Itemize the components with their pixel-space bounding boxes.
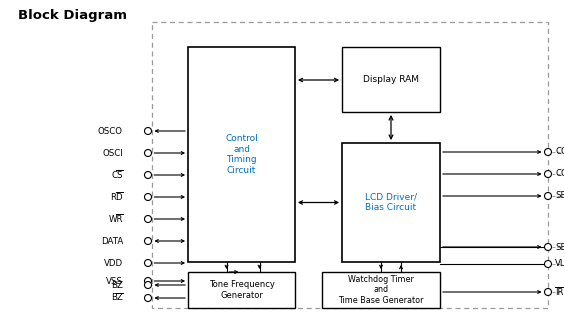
Circle shape xyxy=(544,149,552,155)
Text: BZ: BZ xyxy=(111,280,123,290)
Bar xyxy=(188,272,295,308)
Text: Display RAM: Display RAM xyxy=(363,75,419,84)
Text: VSS: VSS xyxy=(106,277,123,285)
Bar xyxy=(152,22,548,308)
Text: RD: RD xyxy=(111,193,123,201)
Circle shape xyxy=(144,295,152,301)
Text: BZ: BZ xyxy=(111,294,123,302)
Text: VLCD: VLCD xyxy=(555,259,564,269)
Circle shape xyxy=(144,150,152,156)
Text: IRQ: IRQ xyxy=(555,288,564,297)
Text: CS: CS xyxy=(112,171,123,179)
Text: WR: WR xyxy=(108,215,123,223)
Circle shape xyxy=(544,243,552,251)
Circle shape xyxy=(144,237,152,244)
Circle shape xyxy=(544,171,552,177)
Circle shape xyxy=(544,193,552,199)
Circle shape xyxy=(544,289,552,296)
Text: LCD Driver/
Bias Circuit: LCD Driver/ Bias Circuit xyxy=(365,193,417,212)
Circle shape xyxy=(144,281,152,289)
Text: VDD: VDD xyxy=(104,258,123,268)
Text: Control
and
Timing
Circuit: Control and Timing Circuit xyxy=(225,134,258,174)
Circle shape xyxy=(144,259,152,266)
Circle shape xyxy=(144,277,152,284)
Circle shape xyxy=(544,260,552,268)
Text: SEG0: SEG0 xyxy=(555,192,564,200)
Text: OSCO: OSCO xyxy=(98,127,123,135)
Text: OSCI: OSCI xyxy=(102,149,123,157)
Text: COM3: COM3 xyxy=(555,170,564,178)
Circle shape xyxy=(144,194,152,200)
Bar xyxy=(188,47,295,262)
Bar xyxy=(322,272,440,308)
Text: COM0: COM0 xyxy=(555,148,564,156)
Text: DATA: DATA xyxy=(101,236,123,245)
Bar xyxy=(342,47,440,112)
Bar xyxy=(342,143,440,262)
Circle shape xyxy=(144,172,152,178)
Text: Tone Frequency
Generator: Tone Frequency Generator xyxy=(209,280,275,300)
Text: Watchdog Timer
and
Time Base Generator: Watchdog Timer and Time Base Generator xyxy=(338,275,424,305)
Text: Block Diagram: Block Diagram xyxy=(18,10,127,23)
Circle shape xyxy=(144,215,152,222)
Circle shape xyxy=(144,128,152,134)
Text: SEG31: SEG31 xyxy=(555,242,564,252)
